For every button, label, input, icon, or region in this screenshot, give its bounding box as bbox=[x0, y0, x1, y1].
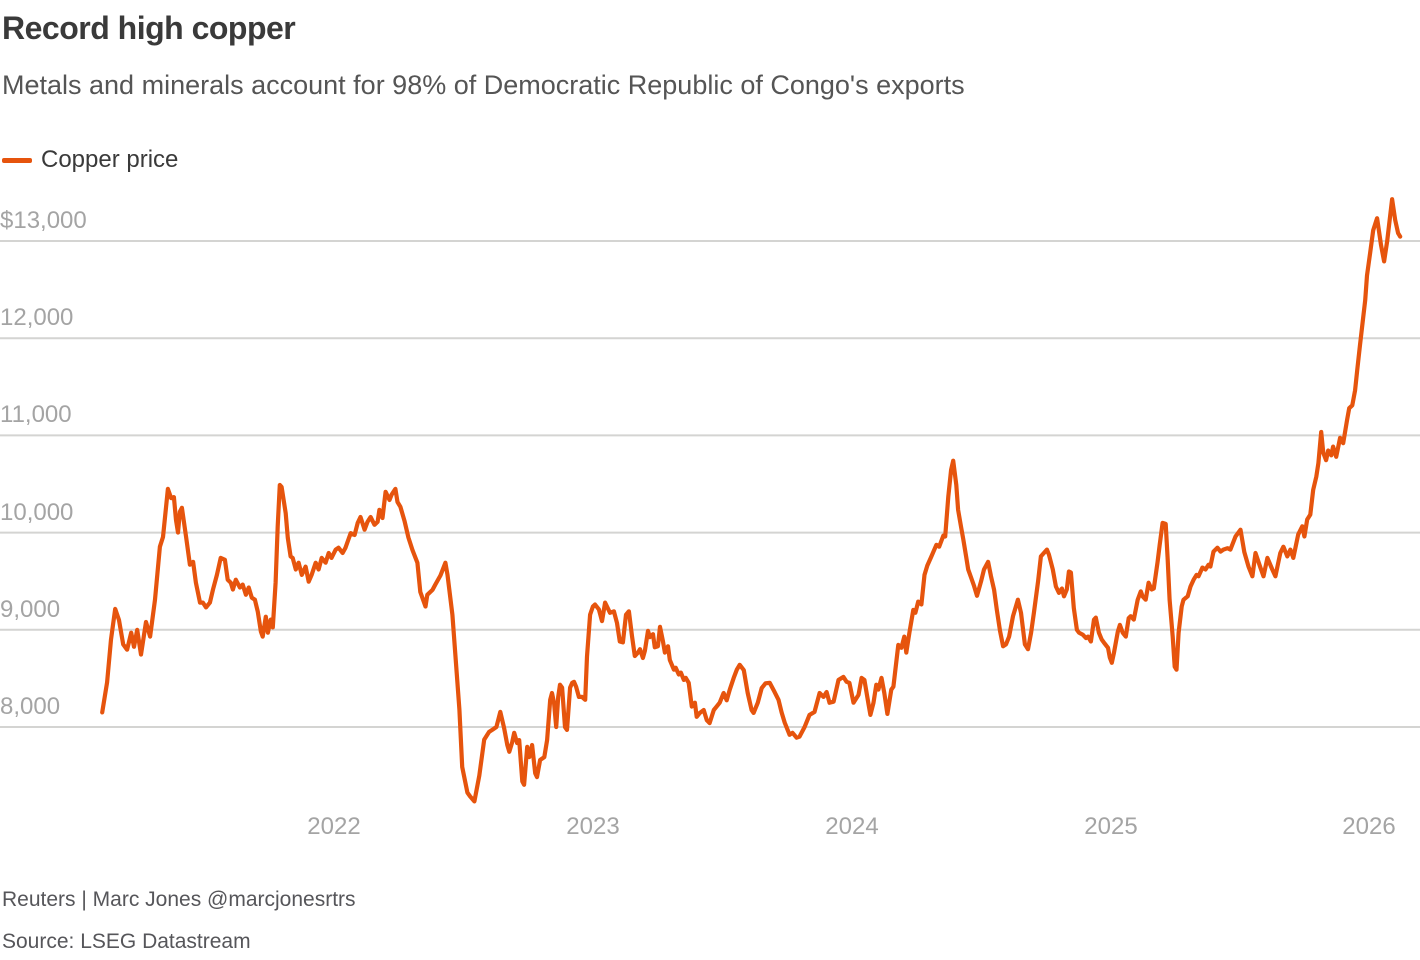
gridlines bbox=[0, 240, 1420, 728]
x-axis-tick-label: 2026 bbox=[1342, 813, 1396, 840]
legend: Copper price bbox=[2, 146, 178, 174]
byline-credit: Reuters | Marc Jones @marcjonesrtrs bbox=[2, 888, 356, 911]
x-axis-tick-label: 2023 bbox=[566, 813, 620, 840]
y-axis-tick-label: 12,000 bbox=[0, 304, 74, 331]
page-title: Record high copper bbox=[2, 10, 296, 46]
copper-price-line bbox=[100, 197, 1403, 804]
source-note: Source: LSEG Datastream bbox=[2, 930, 251, 953]
y-axis-tick-label: 8,000 bbox=[0, 693, 61, 720]
y-axis-tick-label: 9,000 bbox=[0, 596, 61, 623]
legend-label: Copper price bbox=[41, 146, 179, 173]
series-lines bbox=[100, 197, 1403, 804]
y-axis-tick-label: 11,000 bbox=[0, 401, 72, 428]
x-axis-tick-label: 2025 bbox=[1084, 813, 1138, 840]
y-axis-tick-label: 10,000 bbox=[0, 499, 74, 526]
chart-subtitle: Metals and minerals account for 98% of D… bbox=[2, 70, 965, 100]
legend-line-swatch bbox=[2, 157, 32, 163]
x-axis-tick-label: 2024 bbox=[825, 813, 879, 840]
y-axis-tick-label: $13,000 bbox=[0, 207, 87, 234]
x-axis-tick-label: 2022 bbox=[307, 813, 361, 840]
